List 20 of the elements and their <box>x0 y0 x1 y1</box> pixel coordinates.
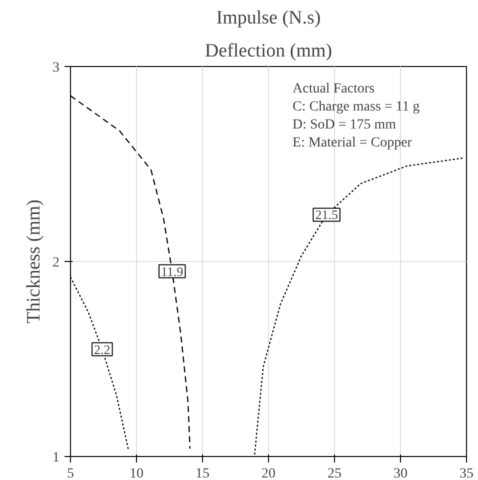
annotation: Actual Factors <box>292 82 375 96</box>
line-series <box>70 95 191 450</box>
y-tick-label: 2 <box>52 256 60 270</box>
x-tick-label: 35 <box>460 466 474 480</box>
chart-subtitle: Deflection (mm) <box>204 40 332 62</box>
annotation: E: Material = Copper <box>292 136 412 150</box>
x-tick-label: 30 <box>394 466 408 480</box>
x-tick-label: 10 <box>130 466 144 480</box>
line-series <box>70 276 130 452</box>
x-tick-label: 20 <box>262 466 276 480</box>
annotation: D: SoD = 175 mm <box>292 118 396 132</box>
x-tick-label: 15 <box>196 466 210 480</box>
line-series <box>254 158 464 456</box>
chart-title: Impulse (N.s) <box>216 8 321 28</box>
y-tick-label: 3 <box>52 60 60 76</box>
y-tick-label: 1 <box>52 450 60 466</box>
y-axis-title: Thickness (mm) <box>24 199 44 324</box>
x-tick-label: 5 <box>67 466 74 480</box>
annotation: C: Charge mass = 11 g <box>292 100 420 114</box>
x-tick-label: 25 <box>328 466 342 480</box>
